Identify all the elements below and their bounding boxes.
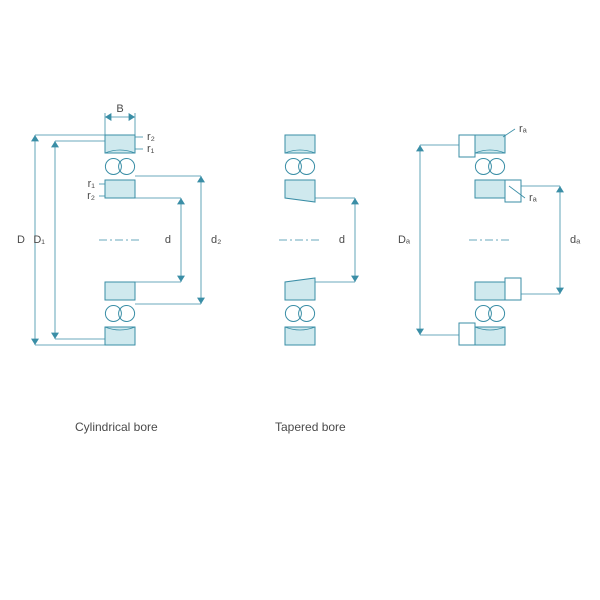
- svg-text:rₐ: rₐ: [519, 123, 528, 135]
- svg-text:rₐ: rₐ: [529, 192, 538, 204]
- svg-text:D₁: D₁: [33, 234, 45, 246]
- diagram-page: Br₂r₁r₁r₂DD₁dd₂drₐrₐDₐdₐ Cylindrical bor…: [0, 0, 600, 600]
- svg-text:B: B: [116, 103, 123, 115]
- svg-text:r₁: r₁: [147, 143, 155, 155]
- svg-text:d: d: [339, 234, 345, 246]
- bearing-diagram-svg: Br₂r₁r₁r₂DD₁dd₂drₐrₐDₐdₐ: [0, 0, 600, 600]
- caption-tapered: Tapered bore: [275, 420, 346, 434]
- svg-text:r₂: r₂: [147, 131, 155, 143]
- svg-text:r₂: r₂: [87, 190, 95, 202]
- svg-text:Dₐ: Dₐ: [398, 234, 411, 246]
- svg-text:r₁: r₁: [88, 178, 96, 190]
- svg-text:d: d: [165, 234, 171, 246]
- svg-text:D: D: [17, 234, 25, 246]
- caption-cylindrical: Cylindrical bore: [75, 420, 158, 434]
- svg-text:dₐ: dₐ: [570, 234, 581, 246]
- svg-text:d₂: d₂: [211, 234, 221, 246]
